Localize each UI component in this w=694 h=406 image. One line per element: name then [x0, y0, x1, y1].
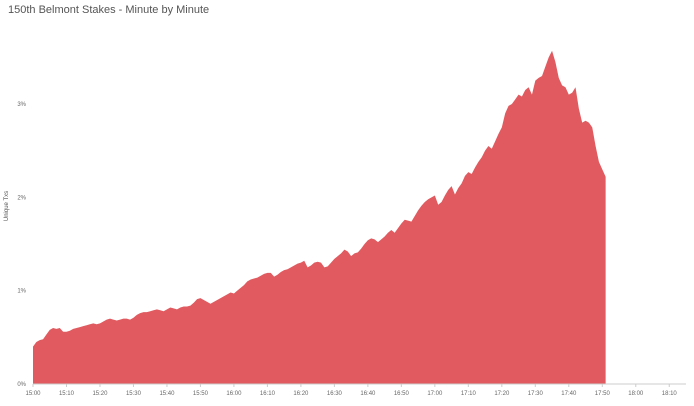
x-tick-label: 17:50 [595, 391, 611, 397]
x-tick-label: 15:10 [59, 391, 75, 397]
y-axis-ticks: 0% 1% 2% 3% [17, 102, 26, 388]
y-tick-label: 2% [17, 195, 26, 201]
x-axis-ticks: 15:00 15:10 15:20 15:30 15:40 15:50 16:00 16:10… [25, 384, 677, 397]
x-tick-label: 17:30 [528, 391, 544, 397]
x-tick-label: 15:00 [25, 391, 41, 397]
x-tick-label: 15:30 [126, 391, 142, 397]
x-tick-label: 15:20 [92, 391, 108, 397]
chart-title: 150th Belmont Stakes - Minute by Minute [8, 4, 210, 16]
x-tick-label: 15:40 [159, 391, 175, 397]
x-tick-label: 17:10 [461, 391, 477, 397]
area-series [33, 50, 606, 385]
y-tick-label: 1% [17, 289, 26, 295]
y-tick-label: 0% [17, 382, 26, 388]
x-tick-label: 17:20 [494, 391, 510, 397]
x-tick-label: 16:10 [260, 391, 276, 397]
x-tick-label: 16:50 [394, 391, 410, 397]
x-tick-label: 16:30 [327, 391, 343, 397]
x-tick-label: 16:40 [360, 391, 376, 397]
y-tick-label: 3% [17, 102, 26, 108]
x-tick-label: 15:50 [193, 391, 209, 397]
x-tick-label: 17:00 [427, 391, 443, 397]
x-tick-label: 17:40 [561, 391, 577, 397]
x-tick-label: 18:10 [662, 391, 678, 397]
x-tick-label: 16:20 [293, 391, 309, 397]
x-tick-label: 16:00 [226, 391, 242, 397]
x-tick-label: 18:00 [628, 391, 644, 397]
